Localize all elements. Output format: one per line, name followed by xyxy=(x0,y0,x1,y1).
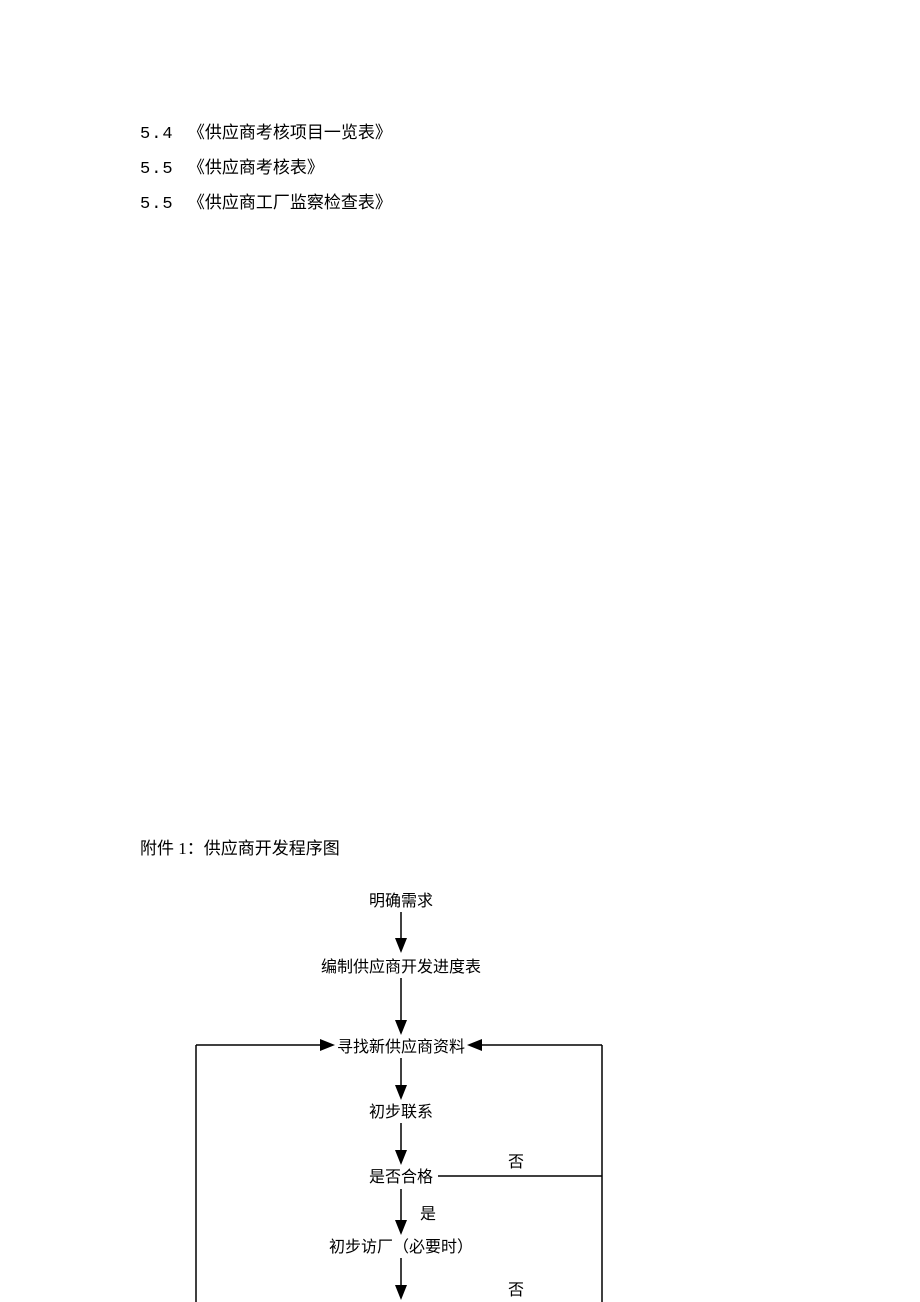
flow-label-2: 否 xyxy=(508,1276,524,1300)
flowchart-container: 明确需求编制供应商开发进度表寻找新供应商资料初步联系是否合格初步访厂（必要时） … xyxy=(0,0,920,1302)
flow-label-0: 否 xyxy=(508,1148,524,1172)
flow-node-n6: 初步访厂（必要时） xyxy=(329,1233,473,1257)
flow-label-1: 是 xyxy=(420,1200,436,1224)
flow-node-n5: 是否合格 xyxy=(369,1163,433,1187)
flow-node-n1: 明确需求 xyxy=(369,887,433,911)
flow-node-n2: 编制供应商开发进度表 xyxy=(321,953,481,977)
flow-node-n3: 寻找新供应商资料 xyxy=(337,1033,465,1057)
flowchart-svg xyxy=(0,0,920,1302)
flow-node-n4: 初步联系 xyxy=(369,1098,433,1122)
